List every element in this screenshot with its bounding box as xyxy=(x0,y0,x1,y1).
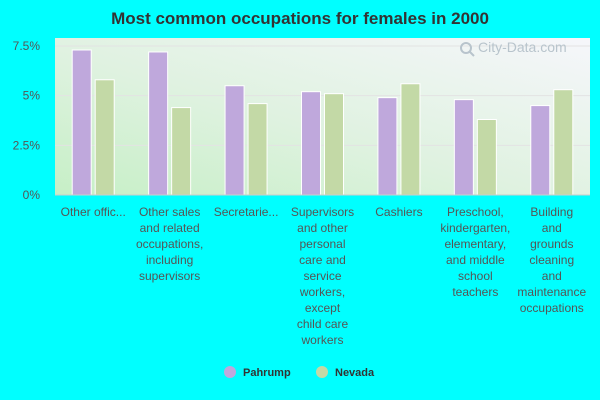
x-category-label-line: grounds xyxy=(530,237,573,251)
bar-pahrump-3 xyxy=(301,91,321,196)
bar-pahrump-0 xyxy=(71,49,92,196)
x-category-label-line: kindergarten, xyxy=(440,221,510,235)
x-category-label-line: including xyxy=(146,253,193,267)
x-category-label-line: except xyxy=(305,301,341,315)
gridlines xyxy=(55,45,590,146)
x-category-label-line: occupations, xyxy=(136,237,203,251)
x-category-label-line: and related xyxy=(140,221,200,235)
x-category-label-line: cleaning xyxy=(529,253,574,267)
x-category-label-line: elementary, xyxy=(444,237,506,251)
bar-nevada-2 xyxy=(247,103,268,196)
watermark-text: City-Data.com xyxy=(478,39,567,55)
bar-pahrump-2 xyxy=(224,85,245,196)
x-category-label-line: supervisors xyxy=(139,269,200,283)
x-category-label-line: workers xyxy=(300,333,343,347)
bar-nevada-6 xyxy=(553,89,574,196)
bar-pahrump-4 xyxy=(377,97,398,196)
bars xyxy=(71,49,574,196)
legend: Pahrump Nevada xyxy=(224,366,375,379)
bar-pahrump-5 xyxy=(453,99,474,196)
chart-title: Most common occupations for females in 2… xyxy=(111,9,489,28)
x-category-label: Other offic... xyxy=(61,205,126,219)
x-category-label-line: occupations xyxy=(520,301,584,315)
magnifier-icon xyxy=(460,42,475,57)
x-category-label-line: school xyxy=(458,269,493,283)
legend-swatch-nevada xyxy=(316,366,328,378)
plot-area xyxy=(55,38,590,195)
x-category-label: Preschool, kindergarten, elementary, and mi… xyxy=(440,205,510,299)
x-category-label-line: and middle xyxy=(446,253,505,267)
x-category-label-line: maintenance xyxy=(517,285,586,299)
y-tick-label: 5% xyxy=(23,89,41,103)
bar-nevada-3 xyxy=(324,93,344,196)
x-category-label-line: Other offic... xyxy=(61,205,126,219)
bar-pahrump-1 xyxy=(148,51,169,196)
x-category-label: Supervisors and other personal care and serv… xyxy=(291,205,354,347)
bar-pahrump-6 xyxy=(530,105,551,196)
x-axis-categories: Other offic... Other sales and related occu… xyxy=(61,205,587,347)
x-category-label-line: Cashiers xyxy=(375,205,422,219)
legend-label-pahrump: Pahrump xyxy=(243,367,291,379)
y-axis-ticks: 0% 2.5% 5% 7.5% xyxy=(13,39,41,202)
x-category-label-line: Supervisors xyxy=(291,205,354,219)
bar-nevada-0 xyxy=(94,79,115,196)
x-category-label-line: and xyxy=(542,221,562,235)
x-category-label-line: child care xyxy=(297,317,349,331)
watermark: City-Data.com xyxy=(460,39,567,57)
bar-nevada-4 xyxy=(400,83,421,196)
x-category-label-line: care and xyxy=(299,253,346,267)
x-category-label-line: teachers xyxy=(452,285,498,299)
x-category-label-line: and xyxy=(542,269,562,283)
x-category-label-line: Secretarie... xyxy=(214,205,279,219)
x-category-label-line: service xyxy=(303,269,341,283)
x-category-label: Cashiers xyxy=(375,205,422,219)
y-tick-label: 2.5% xyxy=(13,138,41,152)
legend-swatch-pahrump xyxy=(224,366,236,378)
bar-nevada-1 xyxy=(171,107,192,196)
x-category-label-line: personal xyxy=(299,237,345,251)
x-category-label: Building and grounds cleaning and maintenance… xyxy=(517,205,586,315)
x-category-label: Other sales and related occupations, includ… xyxy=(136,205,203,283)
y-tick-label: 0% xyxy=(23,188,41,202)
x-category-label-line: and other xyxy=(297,221,348,235)
legend-label-nevada: Nevada xyxy=(335,367,375,379)
x-category-label-line: Building xyxy=(530,205,573,219)
x-category-label-line: Preschool, xyxy=(447,205,504,219)
y-tick-label: 7.5% xyxy=(13,39,41,53)
x-category-label-line: Other sales xyxy=(139,205,200,219)
x-category-label: Secretarie... xyxy=(214,205,279,219)
bar-nevada-5 xyxy=(476,119,497,196)
x-category-label-line: workers, xyxy=(299,285,345,299)
